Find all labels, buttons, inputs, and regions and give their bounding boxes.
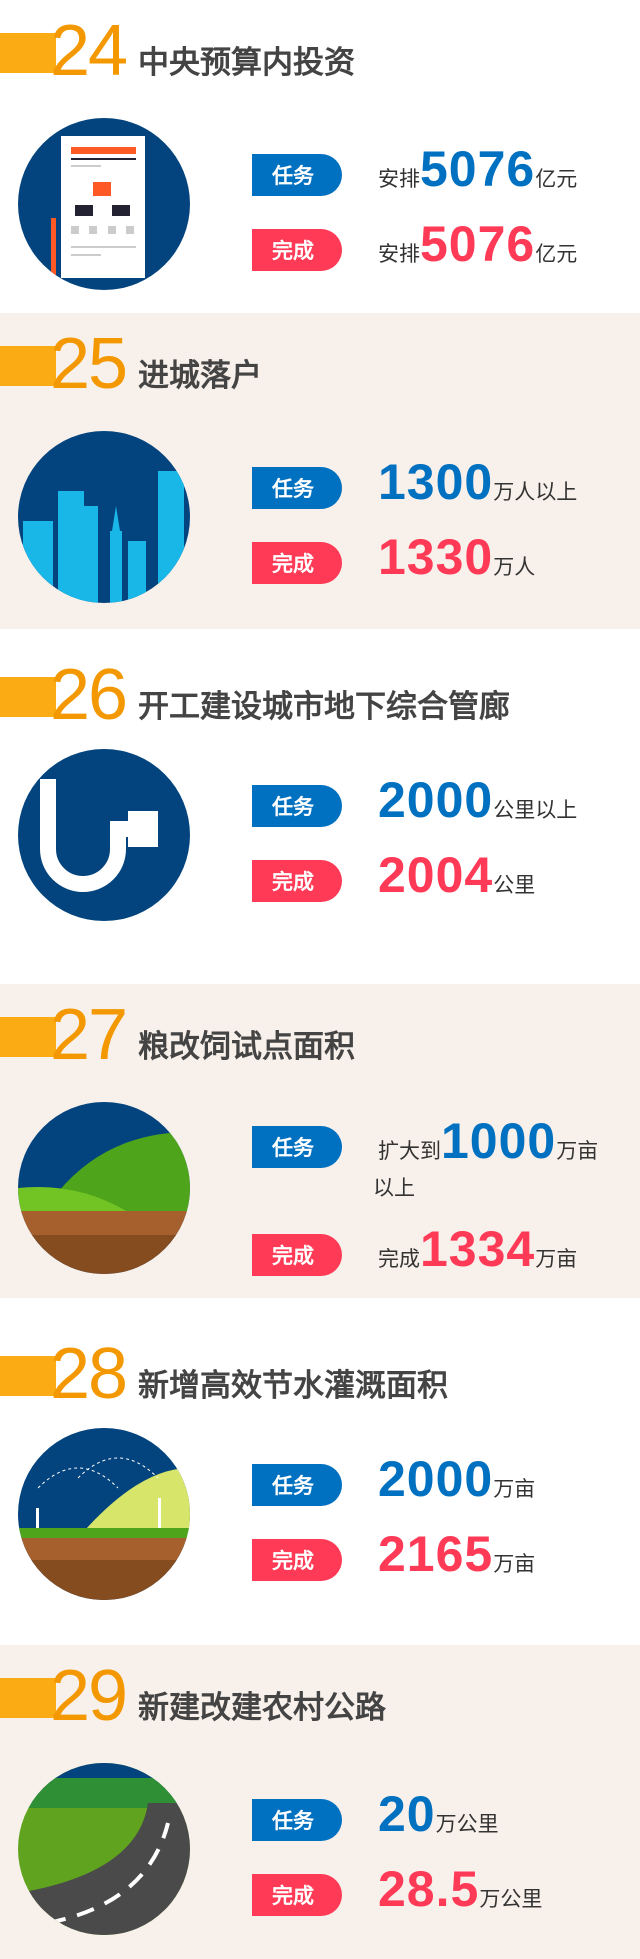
- section-title: 中央预算内投资: [138, 45, 355, 81]
- task-unit: 亿元: [535, 167, 578, 191]
- done-value: 完成 1334 万亩: [378, 1220, 577, 1278]
- done-value: 1330 万人: [378, 528, 535, 586]
- section-title: 进城落户: [138, 358, 262, 394]
- task-number: 2000: [378, 772, 494, 828]
- done-unit: 万公里: [479, 1887, 543, 1911]
- done-prefix: 安排: [378, 242, 420, 266]
- task-value: 2000 公里以上: [378, 771, 577, 829]
- section-number: 27: [50, 995, 128, 1075]
- section-25: 25 进城落户 任务 1300 万人以上 完成 1330 万人: [0, 313, 640, 629]
- done-badge: 完成: [252, 1234, 342, 1276]
- task-value: 安排 5076 亿元: [378, 140, 577, 198]
- task-number: 5076: [420, 141, 536, 197]
- section-28: 28 新增高效节水灌溉面积 任务 2000 万亩 完成 2165 万亩: [0, 1298, 640, 1645]
- section-bar: [0, 1356, 56, 1396]
- section-bar: [0, 33, 56, 73]
- done-number: 2165: [378, 1526, 494, 1582]
- section-number: 29: [50, 1656, 128, 1736]
- task-value: 20 万公里: [378, 1785, 499, 1843]
- section-number: 28: [50, 1334, 128, 1414]
- done-badge: 完成: [252, 542, 342, 584]
- section-bar: [0, 346, 56, 386]
- done-badge: 完成: [252, 860, 342, 902]
- task-prefix: 安排: [378, 167, 420, 191]
- section-26: 26 开工建设城市地下综合管廊 任务 2000 公里以上 完成 2004 公里: [0, 629, 640, 984]
- done-value: 2165 万亩: [378, 1525, 535, 1583]
- task-number: 20: [378, 1786, 436, 1842]
- task-value: 2000 万亩: [378, 1450, 535, 1508]
- done-unit: 万亩: [535, 1247, 578, 1271]
- done-badge: 完成: [252, 229, 342, 271]
- done-number: 1334: [420, 1221, 536, 1277]
- section-title: 粮改饲试点面积: [138, 1029, 355, 1065]
- task-value: 1300 万人以上: [378, 453, 577, 511]
- irrigation-icon: [18, 1428, 190, 1600]
- section-bar: [0, 1017, 56, 1057]
- task-unit: 万亩: [556, 1139, 599, 1163]
- task-badge: 任务: [252, 785, 342, 827]
- task-prefix: 扩大到: [378, 1139, 441, 1163]
- section-27: 27 粮改饲试点面积 任务 扩大到 1000 万亩 以上 完成 完成 1334 …: [0, 984, 640, 1298]
- task-badge: 任务: [252, 1464, 342, 1506]
- section-number: 25: [50, 324, 128, 404]
- task-suffix: 以上: [373, 1176, 415, 1200]
- done-unit: 公里: [493, 873, 536, 897]
- done-number: 2004: [378, 847, 494, 903]
- section-bar: [0, 677, 56, 717]
- done-number: 5076: [420, 216, 536, 272]
- section-title: 开工建设城市地下综合管廊: [138, 689, 510, 725]
- done-unit: 亿元: [535, 242, 578, 266]
- section-number: 26: [50, 655, 128, 735]
- road-icon: [18, 1763, 190, 1935]
- section-24: 24 中央预算内投资 任务 安排 5076 亿元 完成 安排 5076 亿元: [0, 0, 640, 313]
- task-unit: 万亩: [493, 1477, 536, 1501]
- task-badge: 任务: [252, 1126, 342, 1168]
- done-unit: 万人: [493, 555, 536, 579]
- done-value: 28.5 万公里: [378, 1860, 542, 1918]
- done-value: 安排 5076 亿元: [378, 215, 577, 273]
- pipe-icon: [18, 749, 190, 921]
- task-unit: 万公里: [435, 1812, 499, 1836]
- document-chart-icon: [18, 118, 190, 290]
- done-badge: 完成: [252, 1539, 342, 1581]
- task-badge: 任务: [252, 467, 342, 509]
- done-unit: 万亩: [493, 1552, 536, 1576]
- done-badge: 完成: [252, 1874, 342, 1916]
- section-number: 24: [50, 11, 128, 91]
- task-value: 扩大到 1000 万亩: [378, 1112, 598, 1170]
- task-badge: 任务: [252, 1799, 342, 1841]
- section-title: 新建改建农村公路: [138, 1690, 386, 1726]
- done-number: 28.5: [378, 1861, 480, 1917]
- task-number: 2000: [378, 1451, 494, 1507]
- task-number: 1000: [441, 1113, 557, 1169]
- task-number: 1300: [378, 454, 494, 510]
- task-badge: 任务: [252, 154, 342, 196]
- done-prefix: 完成: [378, 1247, 420, 1271]
- section-title: 新增高效节水灌溉面积: [138, 1368, 448, 1404]
- done-number: 1330: [378, 529, 494, 585]
- section-29: 29 新建改建农村公路 任务 20 万公里 完成 28.5 万公里: [0, 1645, 640, 1959]
- farmland-icon: [18, 1102, 190, 1274]
- done-value: 2004 公里: [378, 846, 535, 904]
- section-bar: [0, 1678, 56, 1718]
- task-unit: 公里以上: [493, 798, 578, 822]
- task-unit: 万人以上: [493, 480, 578, 504]
- city-skyline-icon: [18, 431, 190, 603]
